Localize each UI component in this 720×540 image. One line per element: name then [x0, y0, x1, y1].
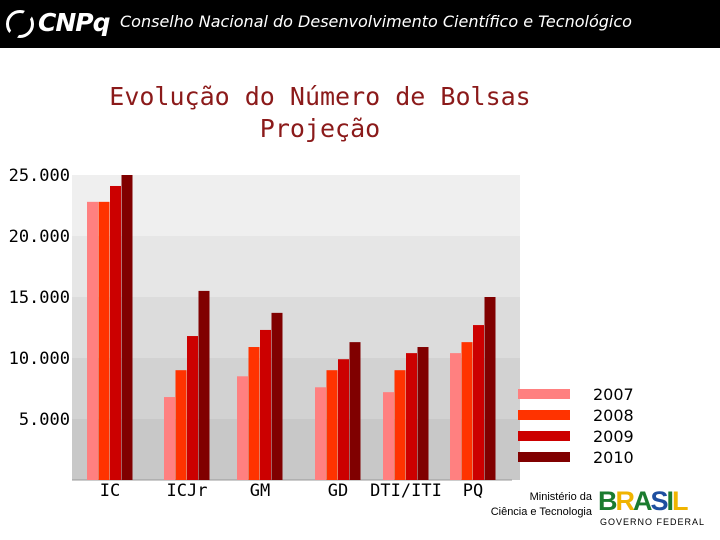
organization-name: Conselho Nacional do Desenvolvimento Cie… — [120, 12, 632, 31]
bar — [175, 370, 187, 480]
legend-swatch — [518, 431, 570, 441]
bar — [338, 359, 349, 480]
legend-swatch — [518, 452, 570, 462]
bar-chart: 5.000 10.000 15.000 20.000 25.000 IC ICJr GM GD D… — [9, 166, 634, 500]
chart-subtitle: Projeção — [259, 114, 381, 143]
bar — [198, 290, 210, 480]
legend-label: 2007 — [593, 385, 634, 404]
category-label: ICJr — [167, 481, 208, 500]
legend-swatch — [518, 389, 570, 399]
brasil-logo-text: BRASIL — [598, 486, 688, 516]
y-tick-label: 25.000 — [9, 166, 70, 186]
cnpq-logo-mark-icon — [6, 10, 34, 38]
bar — [417, 347, 429, 480]
category-label: IC — [100, 481, 120, 500]
bar — [461, 342, 473, 480]
cnpq-logo-text: CNPq — [38, 8, 110, 37]
y-tick-label: 15.000 — [9, 288, 70, 308]
y-tick-label: 10.000 — [9, 349, 70, 369]
bar — [164, 397, 175, 480]
bar — [260, 329, 271, 480]
bar — [237, 376, 248, 480]
category-label: PQ — [463, 481, 483, 500]
bar — [349, 342, 361, 480]
bar — [98, 201, 110, 480]
government-label: GOVERNO FEDERAL — [600, 517, 706, 527]
header-bar: CNPq Conselho Nacional do Desenvolviment… — [0, 0, 720, 48]
legend-swatch — [518, 410, 570, 420]
chart-title: Evolução do Número de Bolsas — [109, 82, 531, 111]
category-label: GM — [250, 481, 270, 500]
grid-band — [72, 419, 520, 480]
ministry-label: Ministério da Ciência e Tecnologia — [470, 490, 592, 520]
bar — [406, 353, 417, 480]
y-tick-label: 20.000 — [9, 227, 70, 247]
category-label: GD — [328, 481, 348, 500]
legend-label: 2008 — [593, 406, 634, 425]
legend-label: 2010 — [593, 448, 634, 467]
brasil-logo: BRASIL — [598, 486, 698, 516]
bar — [326, 370, 338, 480]
bar — [473, 325, 484, 480]
bar — [315, 387, 326, 480]
bar — [121, 175, 133, 480]
bar — [248, 347, 260, 480]
bar — [484, 297, 496, 480]
legend-label: 2009 — [593, 427, 634, 446]
bar — [187, 336, 198, 480]
ministry-line-2: Ciência e Tecnologia — [490, 506, 592, 518]
bar — [394, 370, 406, 480]
bar — [110, 185, 121, 481]
cnpq-logo: CNPq — [4, 6, 112, 42]
bar — [450, 353, 461, 480]
bar — [383, 392, 394, 480]
y-tick-label: 5.000 — [19, 410, 70, 430]
grid-band — [72, 175, 520, 236]
grid-band — [72, 358, 520, 419]
bar — [87, 201, 98, 480]
category-label: DTI/ITI — [370, 481, 442, 500]
grid-band — [72, 236, 520, 297]
bar — [271, 312, 283, 480]
grid-band — [72, 297, 520, 358]
ministry-line-1: Ministério da — [529, 491, 592, 503]
